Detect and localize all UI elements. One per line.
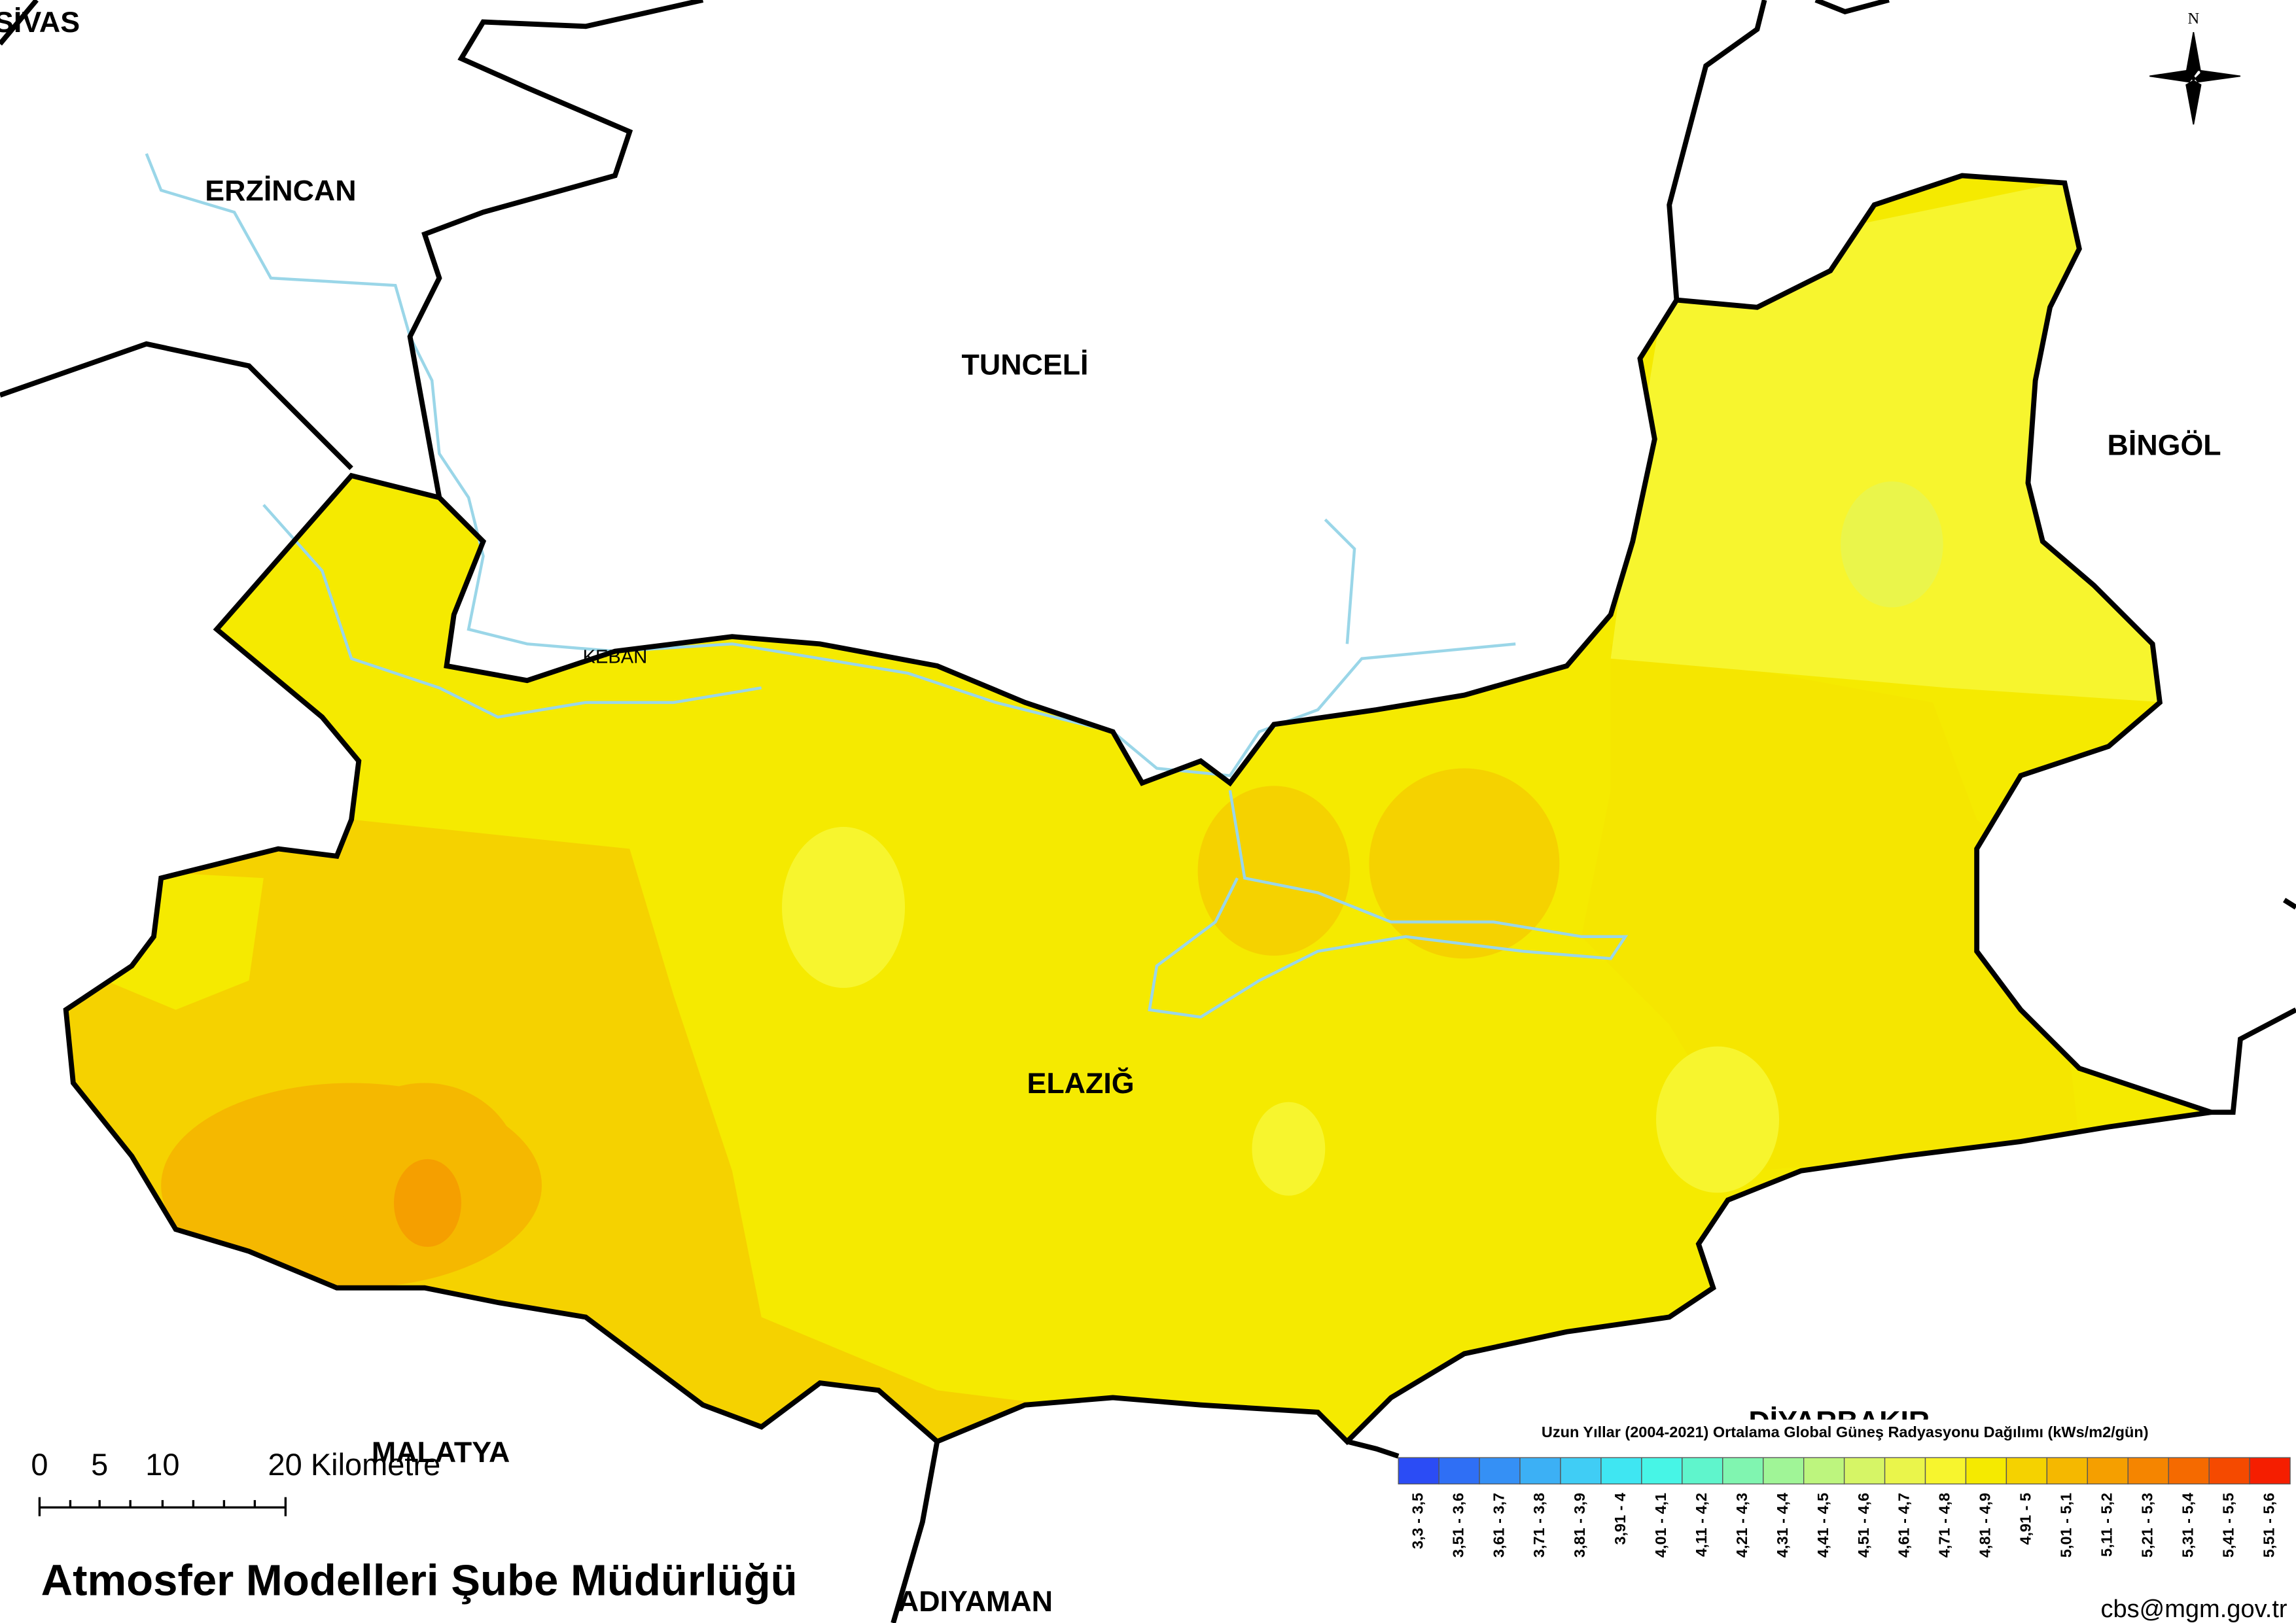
rivers <box>145 153 1629 1019</box>
legend-label: 3,71 - 3,8 <box>1530 1493 1547 1558</box>
legend-swatch <box>2127 1457 2169 1485</box>
credit: cbs@mgm.gov.tr <box>2100 1596 2287 1623</box>
legend-swatch <box>2087 1457 2128 1485</box>
legend-label: 3,51 - 3,6 <box>1449 1493 1466 1558</box>
legend-label: 3,61 - 3,7 <box>1490 1493 1507 1558</box>
legend-swatch <box>1843 1457 1886 1485</box>
zone <box>1581 644 2079 1171</box>
legend-swatch <box>1519 1457 1561 1485</box>
legend-swatch <box>2005 1457 2048 1485</box>
compass-rose <box>2149 32 2241 125</box>
legend-swatch <box>1641 1457 1683 1485</box>
province-label: MALATYA <box>372 1436 510 1469</box>
legend-swatch <box>1398 1457 1439 1485</box>
legend-swatch <box>1600 1457 1642 1485</box>
legend-label: 3,3 - 3,5 <box>1409 1493 1426 1549</box>
legend-swatch <box>1965 1457 2007 1485</box>
border <box>1667 0 1767 300</box>
zone <box>1656 1046 1780 1193</box>
legend-label: 4,21 - 4,3 <box>1733 1493 1750 1558</box>
province-label: BİNGÖL <box>2108 429 2221 462</box>
legend-label: 4,91 - 5 <box>2017 1493 2034 1545</box>
legend-swatch <box>2168 1457 2210 1485</box>
legend-label: 5,31 - 5,4 <box>2179 1493 2196 1558</box>
legend-swatch <box>1884 1457 1926 1485</box>
river <box>1324 518 1356 644</box>
province-label: SİVAS <box>0 6 80 39</box>
legend-swatch <box>1763 1457 1805 1485</box>
legend-swatch <box>1924 1457 1967 1485</box>
legend-label: 3,81 - 3,9 <box>1571 1493 1588 1558</box>
border <box>2211 1007 2296 1115</box>
zone <box>1841 481 1943 608</box>
border <box>1346 1439 1400 1459</box>
province-label: ERZİNCAN <box>205 174 356 207</box>
legend-label: 5,41 - 5,5 <box>2219 1493 2236 1558</box>
border <box>1814 0 1890 15</box>
legend-label: 5,01 - 5,1 <box>2058 1493 2075 1558</box>
legend-label: 4,31 - 4,4 <box>1774 1493 1791 1558</box>
legend-label: 5,21 - 5,3 <box>2138 1493 2155 1558</box>
scale-label: 0 <box>31 1447 48 1482</box>
zone <box>1252 1102 1326 1196</box>
legend-title-bg <box>1398 1420 2296 1443</box>
border <box>0 0 39 46</box>
legend-label: 4,41 - 4,5 <box>1814 1493 1831 1558</box>
footer-title: Atmosfer Modelleri Şube Müdürlüğü <box>41 1556 798 1605</box>
legend-label: 4,81 - 4,9 <box>1977 1493 1994 1558</box>
river <box>1148 790 1629 1019</box>
zone <box>1610 175 2168 703</box>
province-label: ELAZIĞ <box>1027 1067 1135 1100</box>
zone <box>65 863 264 1010</box>
legend: 3,3 - 3,5 3,51 - 3,6 3,61 - 3,7 3,71 - 3,8 3… <box>1398 1457 2291 1558</box>
legend-swatch <box>1438 1457 1480 1485</box>
scale-label: 20 Kilometre <box>268 1447 441 1482</box>
place-label: KEBAN <box>583 646 648 667</box>
legend-swatch <box>2208 1457 2250 1485</box>
scale-label: 10 <box>145 1447 179 1482</box>
scale-label: 5 <box>91 1447 108 1482</box>
legend-label: 5,11 - 5,2 <box>2098 1493 2115 1557</box>
compass-label: N <box>2187 10 2199 27</box>
legend-swatch <box>1722 1457 1764 1485</box>
river <box>145 153 1516 778</box>
zone <box>1197 786 1351 956</box>
province-label: ADIYAMAN <box>898 1585 1053 1618</box>
border <box>2283 898 2296 910</box>
legend-swatch <box>2046 1457 2088 1485</box>
legend-title: Uzun Yıllar (2004-2021) Ortalama Global … <box>1542 1423 2149 1440</box>
legend-swatch <box>2249 1457 2291 1485</box>
zone <box>782 826 906 988</box>
legend-label: 4,71 - 4,8 <box>1936 1493 1953 1558</box>
compass: N <box>2149 10 2241 125</box>
legend-label: 4,11 - 4,2 <box>1693 1493 1710 1557</box>
legend-swatch <box>1682 1457 1723 1485</box>
scale-bar: 0 5 10 20 Kilometre <box>31 1447 440 1516</box>
river <box>262 504 762 719</box>
border <box>891 1440 940 1623</box>
legend-label: 3,91 - 4 <box>1612 1493 1629 1545</box>
legend-swatch <box>1803 1457 1845 1485</box>
province-label: TUNCELİ <box>962 349 1089 381</box>
scale-line <box>38 1497 287 1516</box>
legend-swatch <box>1479 1457 1521 1485</box>
legend-label: 4,01 - 4,1 <box>1652 1493 1669 1558</box>
border <box>0 341 353 470</box>
zone <box>393 1159 461 1248</box>
legend-label: 5,51 - 5,6 <box>2260 1493 2277 1558</box>
legend-label: 4,61 - 4,7 <box>1896 1493 1913 1558</box>
legend-swatch <box>1560 1457 1602 1485</box>
legend-label: 4,51 - 4,6 <box>1855 1493 1872 1558</box>
border <box>407 0 704 498</box>
zone <box>1369 768 1560 959</box>
